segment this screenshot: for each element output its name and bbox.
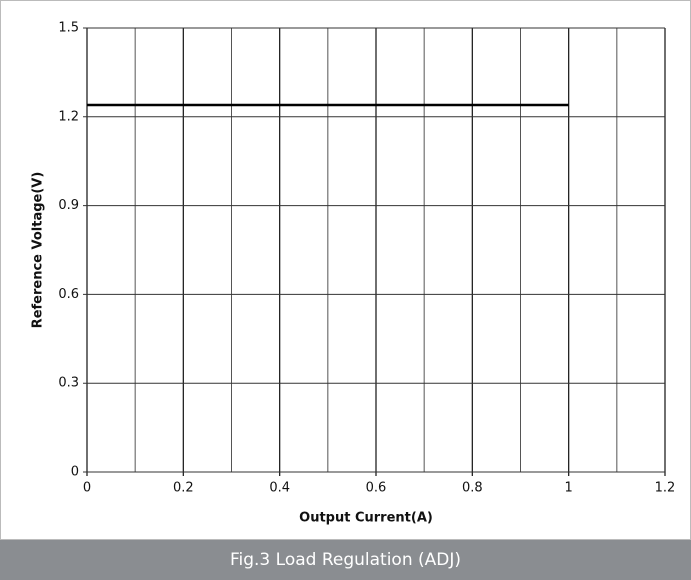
y-tick-label: 1.5	[58, 21, 79, 36]
x-tick-label: 1	[565, 481, 573, 496]
y-tick-label: 0.9	[58, 198, 79, 213]
caption: Fig.3 Load Regulation (ADJ)	[0, 540, 691, 580]
x-tick-label: 1.2	[655, 481, 676, 496]
x-tick-label: 0.2	[173, 481, 194, 496]
y-tick-label: 0	[71, 465, 79, 480]
y-tick-label: 0.6	[58, 287, 79, 302]
x-tick-label: 0.8	[462, 481, 483, 496]
frame	[0, 0, 691, 540]
x-axis-label: Output Current(A)	[299, 511, 433, 526]
y-tick-label: 0.3	[58, 376, 79, 391]
x-tick-label: 0.6	[366, 481, 387, 496]
y-axis-label: Reference Voltage(V)	[31, 172, 46, 329]
y-tick-label: 1.2	[58, 109, 79, 124]
x-tick-label: 0	[83, 481, 91, 496]
chart: Output Current(A) Reference Voltage(V) 0…	[0, 0, 691, 540]
x-tick-label: 0.4	[269, 481, 290, 496]
